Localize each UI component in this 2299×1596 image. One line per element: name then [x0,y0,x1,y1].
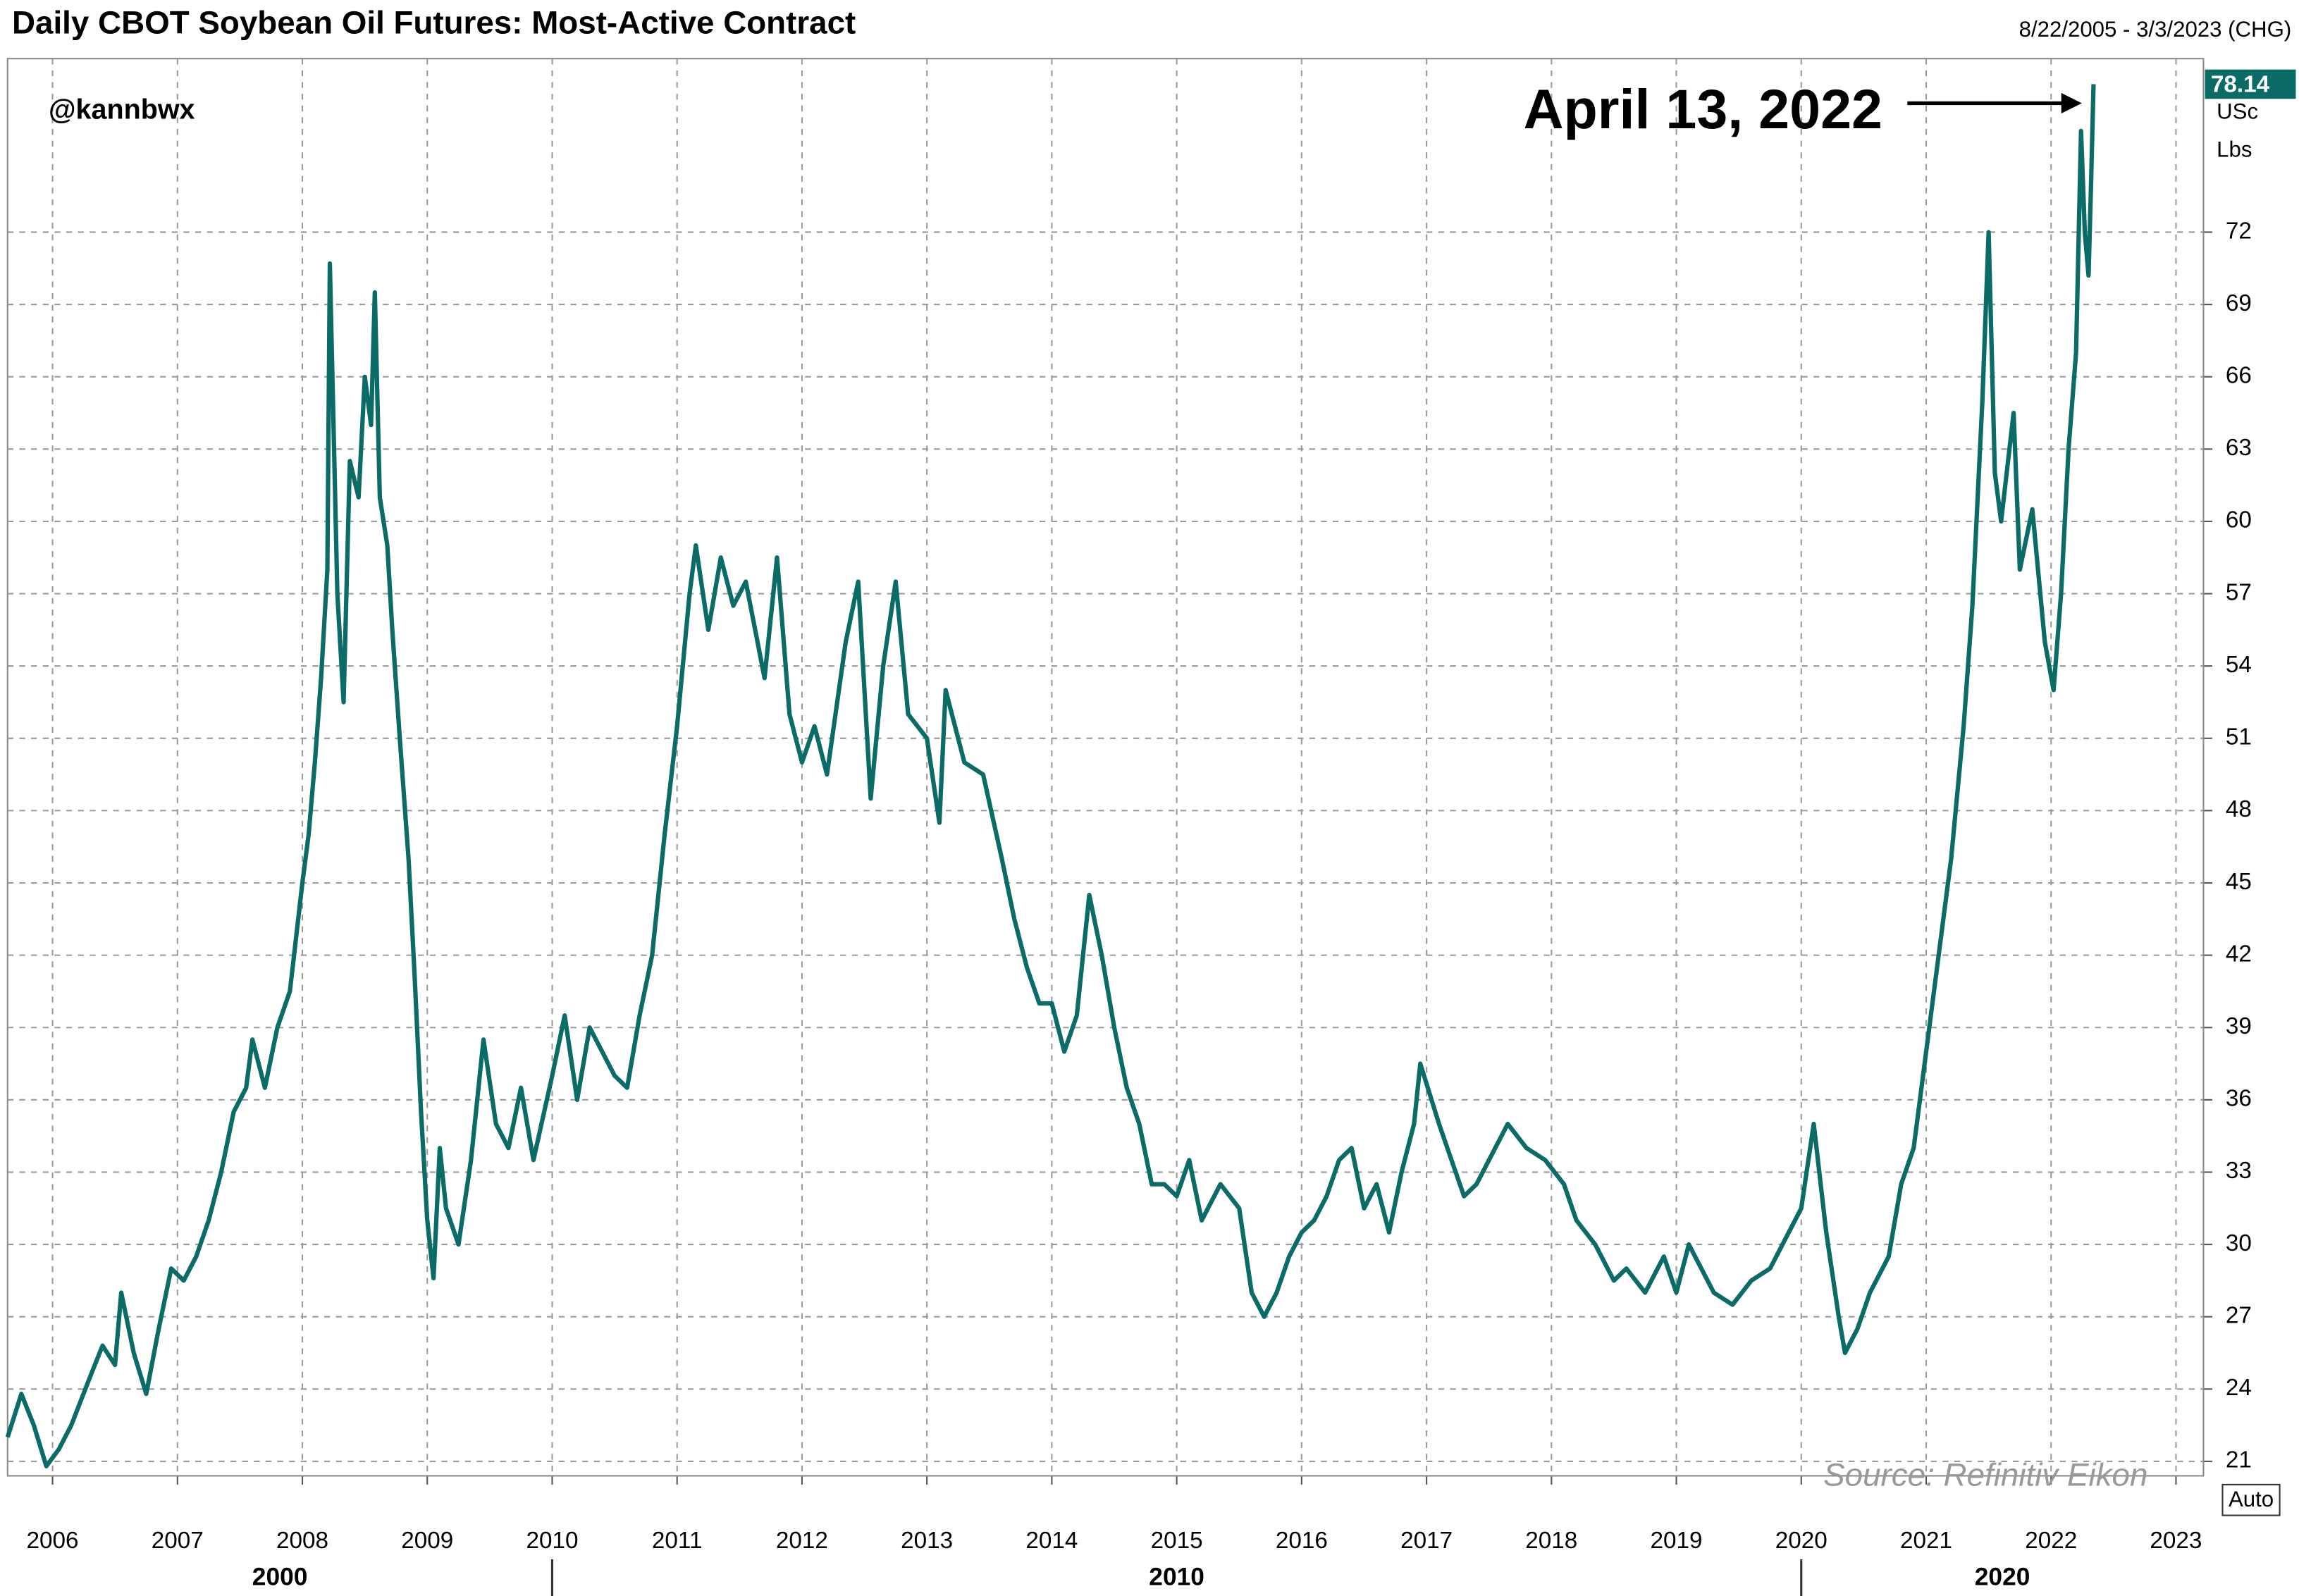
x-tick-label: 2011 [652,1528,703,1554]
y-tick-label: 21 [2226,1447,2252,1473]
y-tick-label: 42 [2226,941,2252,967]
plot-frame [6,58,2205,1477]
y-tick-label: 63 [2226,435,2252,461]
annotation-arrowhead [2061,92,2082,114]
y-unit: Lbs [2217,137,2252,161]
y-unit: USc [2217,99,2258,123]
y-tick-label: 66 [2226,362,2252,388]
source-note: Source: Refinitiv Eikon [1823,1457,2147,1493]
date-range: 8/22/2005 - 3/3/2023 (CHG) [2019,17,2292,42]
last-value-label: 78.14 [2211,71,2270,97]
decade-label: 2010 [1149,1563,1204,1590]
x-tick-label: 2023 [2150,1528,2202,1554]
y-tick-label: 57 [2226,579,2252,605]
y-tick-label: 24 [2226,1375,2252,1401]
x-tick-label: 2006 [27,1528,79,1554]
x-tick-label: 2010 [526,1528,578,1554]
y-tick-label: 27 [2226,1302,2252,1328]
x-tick-label: 2018 [1525,1528,1577,1554]
x-tick-label: 2021 [1900,1528,1952,1554]
auto-button[interactable] [2221,1483,2281,1516]
x-tick-label: 2012 [776,1528,828,1554]
y-tick-label: 51 [2226,724,2252,750]
y-tick-label: 48 [2226,796,2252,822]
x-tick-label: 2016 [1276,1528,1328,1554]
handle: @kannbwx [49,94,195,125]
chart-title: Daily CBOT Soybean Oil Futures: Most-Act… [12,4,856,40]
y-tick-label: 45 [2226,869,2252,895]
y-tick-label: 72 [2226,218,2252,244]
y-tick-label: 60 [2226,507,2252,533]
x-tick-label: 2008 [276,1528,328,1554]
x-tick-label: 2014 [1025,1528,1078,1554]
y-tick-label: 69 [2226,290,2252,316]
x-tick-label: 2022 [2025,1528,2077,1554]
y-tick-label: 36 [2226,1086,2252,1112]
x-tick-label: 2019 [1651,1528,1703,1554]
last-value-tag [2205,69,2296,99]
y-tick-label: 30 [2226,1230,2252,1256]
decade-label: 2000 [252,1563,308,1590]
y-tick-label: 54 [2226,652,2252,678]
x-tick-label: 2007 [152,1528,204,1554]
y-tick-label: 33 [2226,1158,2252,1184]
decade-label: 2020 [1975,1563,2030,1590]
x-tick-label: 2013 [901,1528,953,1554]
x-tick-label: 2020 [1775,1528,1828,1554]
x-tick-label: 2017 [1400,1528,1453,1554]
auto-button-label[interactable]: Auto [2229,1487,2274,1511]
annotation-text: April 13, 2022 [1523,78,1882,140]
price-line [5,84,2096,1468]
y-tick-label: 39 [2226,1013,2252,1039]
plot-area [5,58,2212,1485]
x-tick-label: 2009 [401,1528,453,1554]
x-tick-label: 2015 [1151,1528,1203,1554]
